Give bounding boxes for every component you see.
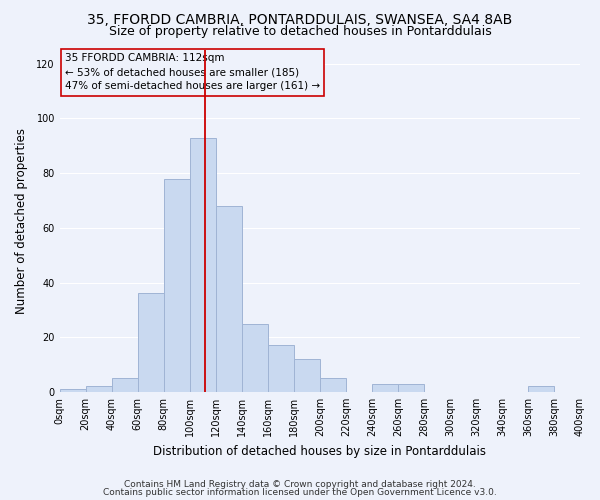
Text: Size of property relative to detached houses in Pontarddulais: Size of property relative to detached ho…	[109, 25, 491, 38]
Bar	[112, 378, 138, 392]
Bar	[320, 378, 346, 392]
Text: 35, FFORDD CAMBRIA, PONTARDDULAIS, SWANSEA, SA4 8AB: 35, FFORDD CAMBRIA, PONTARDDULAIS, SWANS…	[88, 12, 512, 26]
Bar	[216, 206, 242, 392]
Bar	[528, 386, 554, 392]
Text: Contains public sector information licensed under the Open Government Licence v3: Contains public sector information licen…	[103, 488, 497, 497]
Bar	[242, 324, 268, 392]
Text: 35 FFORDD CAMBRIA: 112sqm
← 53% of detached houses are smaller (185)
47% of semi: 35 FFORDD CAMBRIA: 112sqm ← 53% of detac…	[65, 54, 320, 92]
Bar	[294, 359, 320, 392]
Bar	[398, 384, 424, 392]
X-axis label: Distribution of detached houses by size in Pontarddulais: Distribution of detached houses by size …	[154, 444, 487, 458]
Y-axis label: Number of detached properties: Number of detached properties	[15, 128, 28, 314]
Bar	[138, 294, 164, 392]
Bar	[164, 178, 190, 392]
Bar	[59, 389, 86, 392]
Bar	[190, 138, 216, 392]
Bar	[268, 346, 294, 392]
Text: Contains HM Land Registry data © Crown copyright and database right 2024.: Contains HM Land Registry data © Crown c…	[124, 480, 476, 489]
Bar	[372, 384, 398, 392]
Bar	[86, 386, 112, 392]
